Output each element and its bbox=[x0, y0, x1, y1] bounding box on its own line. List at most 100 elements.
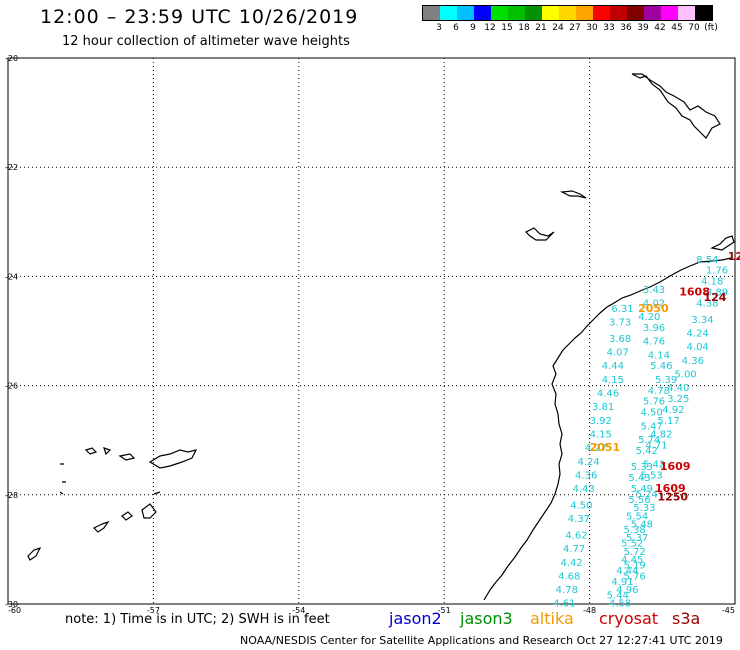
legend-swatch bbox=[542, 6, 559, 20]
brazil-coastline bbox=[483, 257, 732, 601]
longitude-label: -51 bbox=[438, 606, 451, 615]
swh-value-label: 4.15 bbox=[602, 375, 624, 386]
swh-value-label: 5.17 bbox=[657, 416, 679, 427]
island-east-tip bbox=[710, 235, 735, 251]
swh-value-label: 4.62 bbox=[565, 530, 587, 541]
longitude-label: -45 bbox=[722, 606, 735, 615]
legend-tick-labels: 3 6 9 12 15 18 21 24 27 30 33 36 39 42 45 70 (ft) bbox=[422, 21, 718, 35]
legend-swatch bbox=[627, 6, 644, 20]
swh-value-label: 4.43 bbox=[573, 484, 595, 495]
legend-tick-label: 6 bbox=[453, 23, 459, 33]
legend-swatch bbox=[576, 6, 593, 20]
legend-tick-label: 45 bbox=[671, 23, 683, 33]
swh-value-label: 5.54 bbox=[626, 511, 648, 522]
swh-value-label: 124 bbox=[703, 291, 726, 304]
swh-value-label: 2051 bbox=[590, 441, 621, 454]
swh-value-label: 4.76 bbox=[643, 337, 665, 348]
swh-value-label: 4.50 bbox=[640, 408, 662, 419]
swh-value-label: 12 bbox=[728, 250, 740, 263]
legend-tick-label: 36 bbox=[620, 23, 632, 33]
swh-value-label: 4.77 bbox=[563, 544, 585, 555]
swh-value-label: 5.76 bbox=[624, 571, 646, 582]
island-west-5 bbox=[141, 503, 157, 519]
swh-value-label: 4.24 bbox=[577, 457, 599, 468]
swh-value-label: 5.49 bbox=[631, 484, 653, 495]
island-west-4 bbox=[118, 453, 136, 461]
swh-value-label: 5.46 bbox=[650, 361, 672, 372]
legend-tick-label: 42 bbox=[654, 23, 666, 33]
latitude-label: -28 bbox=[5, 491, 18, 500]
swh-value-label: 3.92 bbox=[590, 416, 612, 427]
swh-value-label: 4.36 bbox=[682, 356, 704, 367]
legend-swatch bbox=[440, 6, 457, 20]
legend-swatch bbox=[474, 6, 491, 20]
longitude-label: -57 bbox=[147, 606, 160, 615]
legend-swatch bbox=[695, 6, 712, 20]
legend-tick-label: (ft) bbox=[704, 23, 718, 33]
satellite-legend-item: cryosat bbox=[599, 609, 659, 628]
swh-value-label: 4.58 bbox=[609, 599, 631, 610]
swh-value-label: 5.47 bbox=[640, 421, 662, 432]
swh-value-label: 5.37 bbox=[626, 533, 648, 544]
longitude-label: -54 bbox=[292, 606, 305, 615]
longitude-label: -48 bbox=[583, 606, 596, 615]
swh-value-label: 5.44 bbox=[607, 591, 629, 602]
swh-value-label: 5.52 bbox=[621, 539, 643, 550]
swh-value-label: 5.74 bbox=[638, 435, 660, 446]
swh-value-label: 4.44 bbox=[616, 566, 638, 577]
swh-value-label: 4.78 bbox=[648, 386, 670, 397]
legend-swatch bbox=[559, 6, 576, 20]
swh-value-label: 4.40 bbox=[667, 383, 689, 394]
latitude-label: -30 bbox=[5, 600, 18, 609]
legend-swatch bbox=[644, 6, 661, 20]
swh-value-label: 5.43 bbox=[628, 473, 650, 484]
swh-value-label: 4.71 bbox=[645, 440, 667, 451]
swh-value-label: 4.50 bbox=[570, 500, 592, 511]
swh-value-label: 4.78 bbox=[556, 585, 578, 596]
swh-value-label: 3.81 bbox=[592, 402, 614, 413]
island-west-6 bbox=[92, 520, 110, 533]
swh-value-label: 3.96 bbox=[643, 323, 665, 334]
swh-value-label: 1609 bbox=[660, 460, 691, 473]
swh-value-label: 4.82 bbox=[650, 429, 672, 440]
satellite-legend-item: altika bbox=[530, 609, 574, 628]
swh-value-label: 4.37 bbox=[568, 514, 590, 525]
swh-value-label: 4.68 bbox=[558, 571, 580, 582]
swh-value-label: 3.68 bbox=[609, 334, 631, 345]
legend-tick-label: 15 bbox=[501, 23, 513, 33]
swh-value-label: 4.38 bbox=[696, 298, 718, 309]
legend-swatch bbox=[593, 6, 610, 20]
latitude-label: -20 bbox=[5, 54, 18, 63]
legend-swatch bbox=[678, 6, 695, 20]
swh-value-label: 4.20 bbox=[638, 312, 660, 323]
swh-value-label: 5.42 bbox=[643, 460, 665, 471]
legend-tick-label: 30 bbox=[586, 23, 598, 33]
legend-tick-label: 12 bbox=[484, 23, 496, 33]
map-title: 12:00 – 23:59 UTC 10/26/2019 bbox=[40, 6, 359, 28]
swh-value-label: 6.31 bbox=[611, 304, 633, 315]
swh-value-label: 2050 bbox=[638, 302, 669, 315]
legend-tick-label: 27 bbox=[569, 23, 581, 33]
swh-value-label: 5.53 bbox=[640, 470, 662, 481]
swh-value-label: 5.33 bbox=[631, 462, 653, 473]
island-west-8 bbox=[27, 546, 42, 561]
swh-point-labels: 8.541.764.183.894.38 3.43 4.02 4.20 6.31 3.34… bbox=[553, 250, 740, 610]
swh-value-label: 5.56 bbox=[628, 495, 650, 506]
satellite-legend-item: jason3 bbox=[460, 609, 513, 628]
latitude-label: -22 bbox=[5, 163, 18, 172]
legend-swatches bbox=[422, 5, 713, 21]
swh-value-label: 5.39 bbox=[655, 375, 677, 386]
legend-swatch bbox=[457, 6, 474, 20]
swh-value-label: 4.27 bbox=[585, 443, 607, 454]
swh-value-label: 1250 bbox=[657, 490, 688, 503]
units-note: note: 1) Time is in UTC; 2) SWH is in fe… bbox=[65, 612, 330, 627]
legend-swatch bbox=[610, 6, 627, 20]
swh-value-label: 3.25 bbox=[667, 394, 689, 405]
swh-value-label: 1609 bbox=[655, 482, 686, 495]
swh-value-label: 5.76 bbox=[643, 397, 665, 408]
color-legend: 3 6 9 12 15 18 21 24 27 30 33 36 39 42 45 70 (ft) bbox=[422, 5, 718, 35]
swh-value-label: 5.48 bbox=[631, 520, 653, 531]
swh-value-label: 3.43 bbox=[643, 285, 665, 296]
swh-value-label: 4.44 bbox=[602, 361, 624, 372]
legend-swatch bbox=[525, 6, 542, 20]
